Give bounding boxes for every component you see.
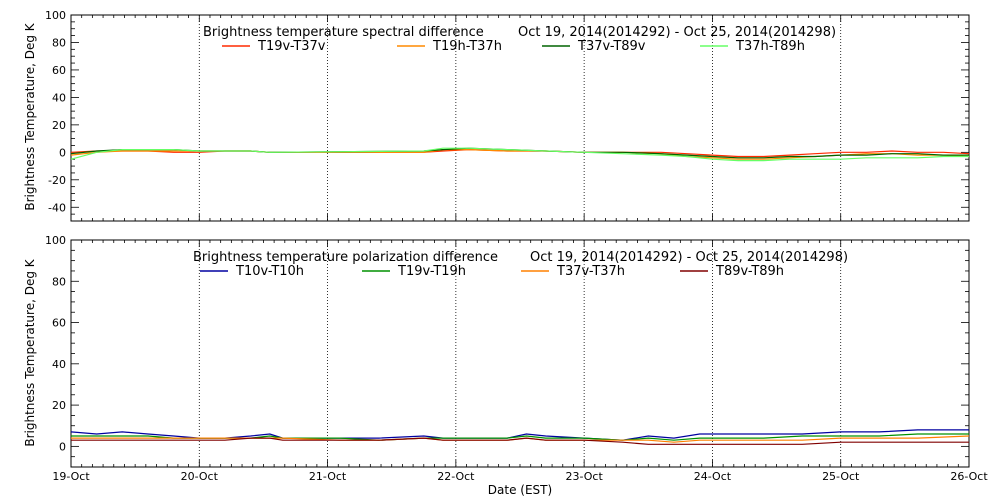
x-tick-label: 25-Oct [822, 470, 860, 483]
series-line-T89v-T89h [71, 437, 969, 445]
y-tick-label: 60 [52, 64, 66, 77]
y-tick-label: 0 [59, 146, 66, 159]
panel-date-range: Oct 19, 2014(2014292) - Oct 25, 2014(201… [518, 25, 836, 40]
x-tick-label: 19-Oct [52, 470, 90, 483]
y-tick-label: 80 [52, 275, 66, 288]
x-tick-label: 24-Oct [694, 470, 732, 483]
legend-label: T37v-T37h [556, 264, 625, 279]
panel-title: Brightness temperature spectral differen… [203, 25, 484, 40]
y-tick-label: 20 [52, 399, 66, 412]
x-axis-label: Date (EST) [488, 483, 552, 497]
x-tick-labels: 19-Oct 20-Oct 21-Oct 22-Oct 23-Oct 24-Oct 25-O… [52, 470, 988, 483]
y-axis-label: Brightness Temperature, Deg K [23, 258, 37, 446]
legend-label: T10v-T10h [235, 264, 304, 279]
spectral-difference-panel: Brightness temperature spectral differen… [23, 9, 970, 222]
y-tick-label: 60 [52, 317, 66, 330]
legend-label: T37h-T89h [735, 39, 805, 54]
panel-date-range: Oct 19, 2014(2014292) - Oct 25, 2014(201… [530, 250, 848, 265]
panel-title: Brightness temperature polarization diff… [193, 250, 498, 265]
x-tick-label: 20-Oct [181, 470, 219, 483]
y-tick-label: -20 [48, 174, 66, 187]
plot-frame [70, 14, 970, 222]
y-axis-label: Brightness Temperature, Deg K [23, 22, 37, 210]
y-tick-label: 0 [59, 440, 66, 453]
legend-label: T19h-T37h [432, 39, 502, 54]
y-tick-label: 40 [52, 91, 66, 104]
legend-label: T19v-T19h [397, 264, 466, 279]
legend-label: T37v-T89v [577, 39, 646, 54]
plot-frame [70, 239, 970, 468]
y-tick-label: 100 [45, 234, 66, 247]
y-tick-label: -40 [48, 201, 66, 214]
x-tick-label: 22-Oct [437, 470, 475, 483]
y-tick-label: 80 [52, 36, 66, 49]
x-tick-label: 23-Oct [565, 470, 603, 483]
y-tick-label: 40 [52, 358, 66, 371]
legend-label: T19v-T37v [257, 39, 326, 54]
x-tick-label: 21-Oct [309, 470, 347, 483]
polarization-difference-panel: Brightness temperature polarization diff… [23, 234, 970, 468]
y-tick-label: 20 [52, 119, 66, 132]
legend-label: T89v-T89h [715, 264, 784, 279]
x-tick-label: 26-Oct [950, 470, 988, 483]
series-line-T37h-T89h [70, 147, 969, 162]
y-tick-label: 100 [45, 9, 66, 22]
